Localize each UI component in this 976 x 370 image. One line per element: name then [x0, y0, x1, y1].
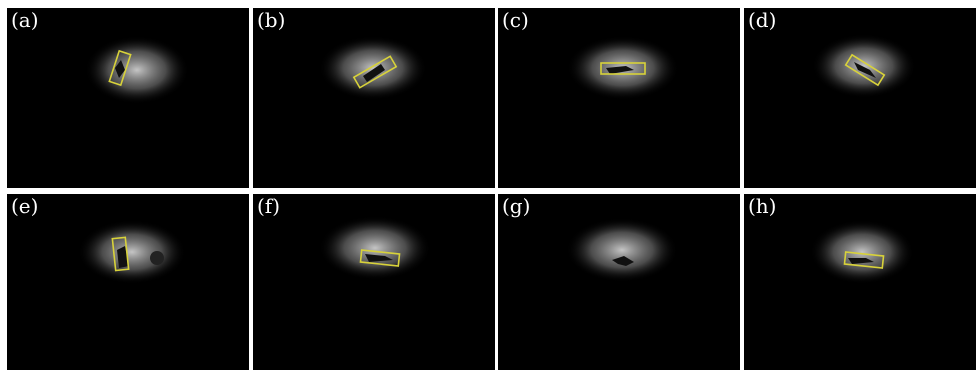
target-object: [612, 256, 634, 266]
detection-box: [843, 251, 885, 269]
detection-box: [108, 49, 132, 87]
detection-box: [111, 236, 130, 272]
panel-f: (f): [253, 194, 495, 370]
panel-label: (b): [257, 8, 286, 32]
detection-box: [359, 249, 401, 267]
illumination-spot: [810, 220, 914, 284]
panel-g-image: [566, 218, 678, 282]
panel-b: (b): [253, 8, 495, 188]
illumination-spot: [78, 220, 186, 284]
illumination-spot: [85, 36, 189, 104]
panel-e-image: [78, 220, 186, 284]
illumination-spot: [812, 34, 916, 98]
panel-d-image: [812, 34, 916, 98]
panel-f-image: [319, 216, 431, 280]
panel-d: (d): [744, 8, 976, 188]
panel-label: (e): [11, 194, 39, 218]
illumination-spot: [566, 218, 678, 282]
panel-label: (f): [257, 194, 281, 218]
background-object: [150, 251, 164, 265]
panel-c: (c): [498, 8, 740, 188]
detection-box: [352, 55, 398, 89]
detection-box: [844, 53, 886, 87]
panel-b-image: [319, 36, 427, 100]
panel-a: (a): [7, 8, 249, 188]
target-object: [363, 64, 385, 82]
target-object: [365, 254, 393, 262]
panel-label: (g): [502, 194, 531, 218]
panel-label: (d): [748, 8, 777, 32]
target-object: [115, 60, 125, 78]
panel-label: (c): [502, 8, 529, 32]
target-object: [848, 258, 874, 264]
detection-box: [600, 62, 646, 75]
illumination-spot: [319, 216, 431, 280]
panel-e: (e): [7, 194, 249, 370]
panel-label: (h): [748, 194, 777, 218]
illumination-spot: [319, 36, 427, 100]
target-object: [606, 66, 634, 74]
panel-g: (g): [498, 194, 740, 370]
panel-h-image: [810, 220, 914, 284]
panel-c-image: [567, 36, 679, 100]
panel-h: (h): [744, 194, 976, 370]
panel-a-image: [85, 36, 189, 104]
panel-label: (a): [11, 8, 39, 32]
target-object: [854, 62, 876, 78]
